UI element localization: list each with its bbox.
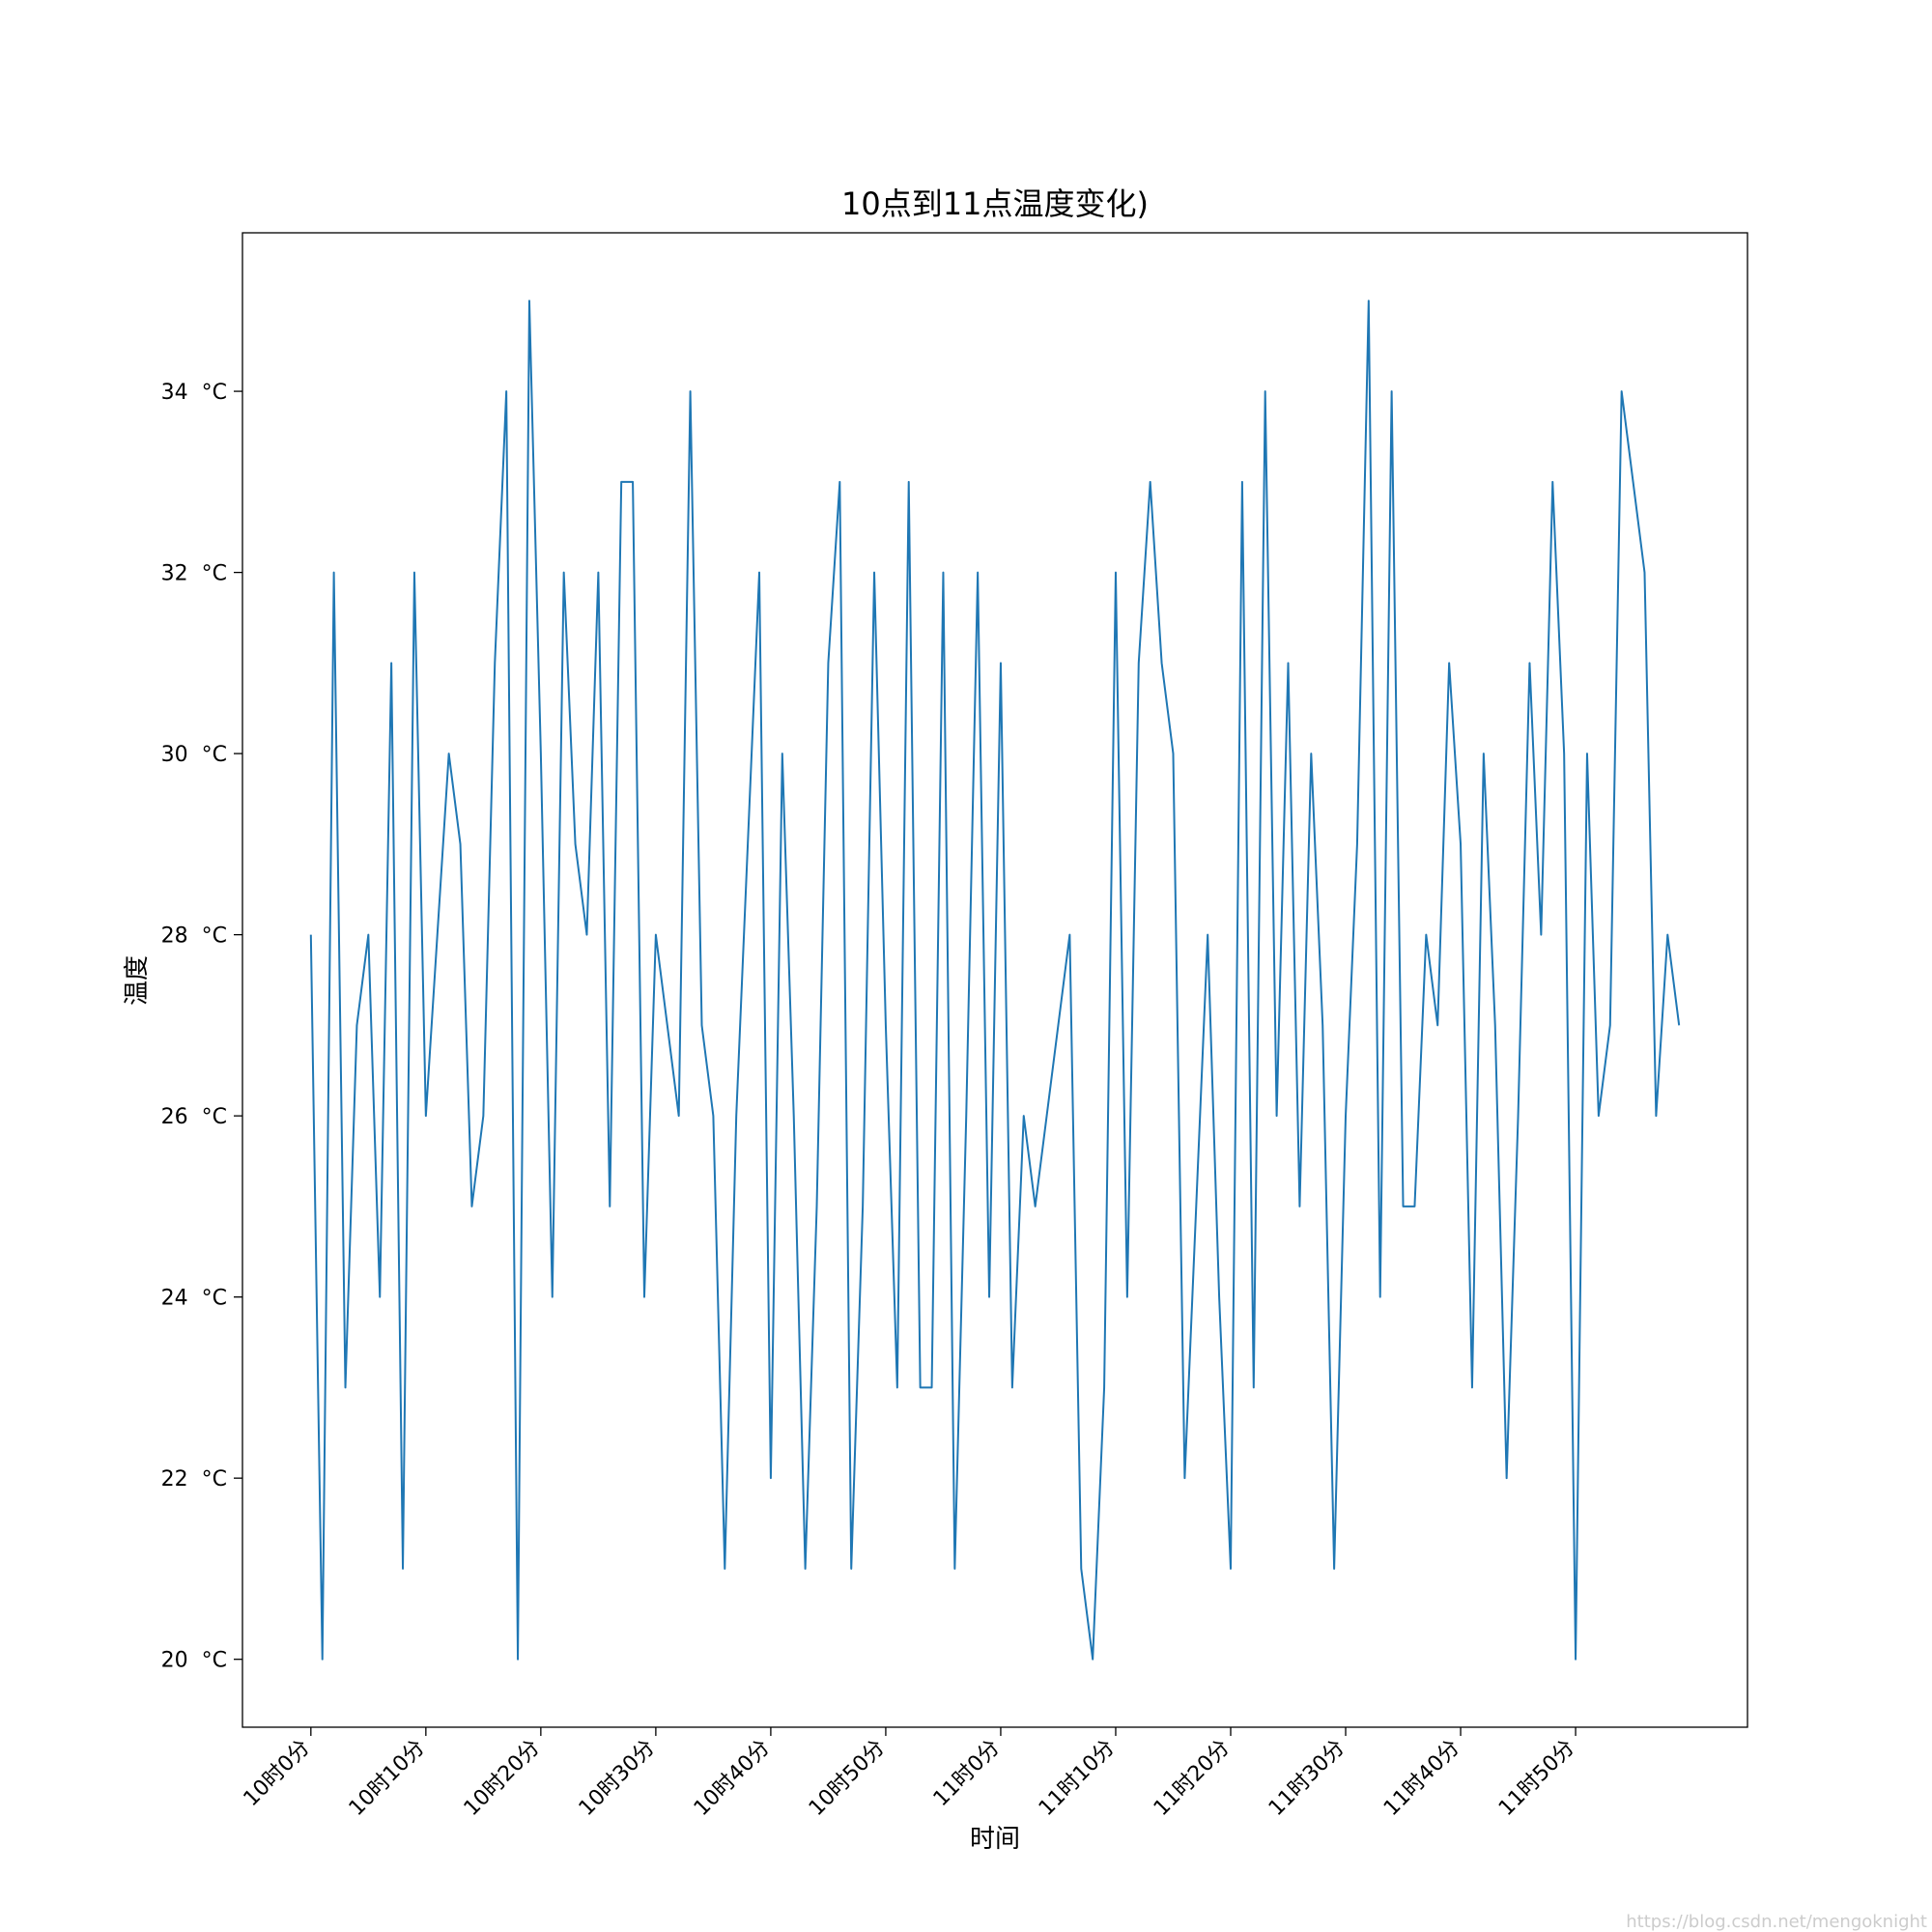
y-tick-label: 20 °C bbox=[161, 1649, 227, 1673]
x-tick-label: 10时40分 bbox=[690, 1736, 775, 1821]
data-line bbox=[309, 299, 1681, 1661]
y-tick-label: 24 °C bbox=[161, 1287, 227, 1311]
x-tick-label: 10时10分 bbox=[345, 1736, 430, 1821]
x-tick-label: 11时50分 bbox=[1494, 1736, 1579, 1821]
y-tick-label: 28 °C bbox=[161, 924, 227, 949]
x-tick-label: 11时20分 bbox=[1150, 1736, 1235, 1821]
x-tick-label: 10时50分 bbox=[805, 1736, 890, 1821]
x-tick-label: 10时0分 bbox=[240, 1736, 315, 1811]
x-tick-label: 11时0分 bbox=[929, 1736, 1005, 1811]
watermark: https://blog.csdn.net/mengoknight bbox=[1626, 1912, 1927, 1932]
y-tick-label: 34 °C bbox=[161, 381, 227, 405]
x-tick-label: 10时20分 bbox=[460, 1736, 545, 1821]
x-tick-label: 11时30分 bbox=[1264, 1736, 1350, 1821]
plot-frame bbox=[242, 232, 1748, 1728]
y-tick-label: 22 °C bbox=[161, 1467, 227, 1492]
x-tick-label: 11时10分 bbox=[1035, 1736, 1120, 1821]
chart-title: 10点到11点温度变化) bbox=[841, 185, 1149, 222]
y-tick-label: 30 °C bbox=[161, 743, 227, 767]
y-tick-label: 32 °C bbox=[161, 562, 227, 586]
x-axis-label: 时间 bbox=[970, 1825, 1020, 1854]
y-axis-label: 温度 bbox=[123, 955, 152, 1006]
y-tick-label: 26 °C bbox=[161, 1105, 227, 1129]
x-tick-label: 11时40分 bbox=[1379, 1736, 1464, 1821]
x-tick-label: 10时30分 bbox=[575, 1736, 660, 1821]
